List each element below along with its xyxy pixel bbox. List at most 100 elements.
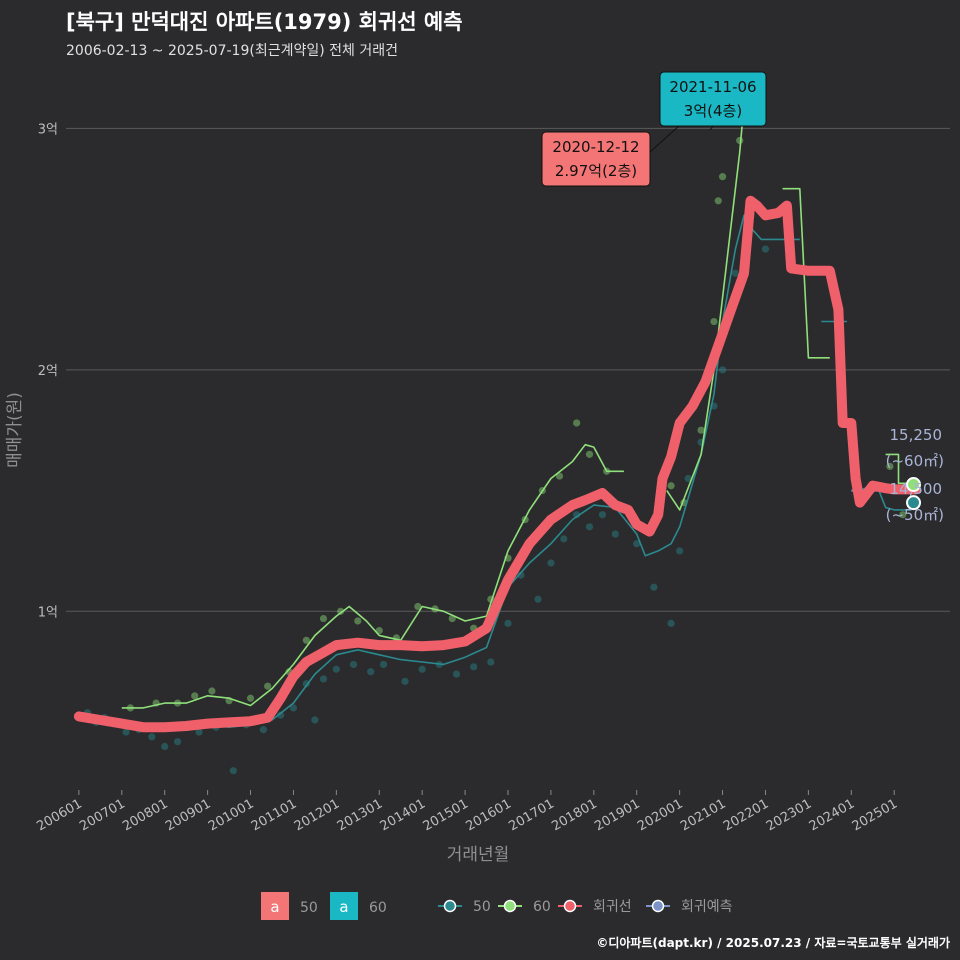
x-tick-label: 201301 — [335, 796, 385, 834]
scatter-point-50 — [401, 677, 409, 685]
scatter-point-50 — [452, 670, 461, 678]
legend-fill-label: 50 — [300, 900, 318, 916]
scatter-point-50 — [487, 658, 495, 666]
endpoint-area-label: (~60㎡) — [886, 452, 944, 470]
callout-box — [541, 131, 651, 187]
scatter-point-50 — [573, 511, 581, 519]
scatter-point-60 — [246, 694, 255, 702]
scatter-point-50 — [504, 619, 512, 627]
scatter-point-50 — [418, 665, 426, 673]
regression-line — [73, 195, 921, 733]
legend-line-key-marker — [563, 899, 577, 913]
x-tick-label: 202401 — [807, 796, 857, 834]
legend-line-label: 50 — [473, 899, 491, 915]
scatter-point-60 — [736, 136, 744, 145]
scatter-point-60 — [302, 636, 310, 644]
scatter-point-50 — [349, 660, 358, 669]
scatter-point-60 — [585, 450, 594, 458]
x-tick-label: 200701 — [77, 796, 127, 834]
x-tick-label: 201601 — [464, 796, 514, 834]
scatter-point-50 — [761, 245, 770, 253]
scatter-point-50 — [276, 711, 285, 719]
scatter-point-50 — [259, 726, 267, 734]
scatter-point-50 — [633, 540, 641, 548]
x-tick-label: 202501 — [850, 796, 900, 834]
chart-subtitle: 2006-02-13 ~ 2025-07-19(최근계약일) 전체 거래건 — [66, 43, 398, 59]
callout-leader — [709, 125, 714, 131]
x-tick-label: 200801 — [120, 796, 170, 834]
scatter-point-60 — [354, 617, 362, 625]
legend-line-label: 회귀선 — [593, 899, 632, 915]
legend-fill-key-letter: a — [270, 898, 279, 916]
legend-fill-key — [261, 892, 289, 920]
y-axis-title: 매매가(원) — [5, 392, 25, 468]
scatter-point-60 — [208, 687, 216, 695]
legend-line-key-marker — [503, 899, 517, 913]
scatter-point-50 — [148, 733, 156, 741]
x-tick-label: 201001 — [206, 796, 256, 834]
endpoint-value-label: 15,250 — [890, 426, 943, 444]
x-axis-title: 거래년월 — [447, 845, 510, 865]
scatter-point-60 — [718, 173, 727, 181]
scatter-point-50 — [367, 668, 375, 676]
scatter-point-50 — [534, 595, 542, 603]
scatter-point-50 — [229, 767, 237, 775]
endpoint-marker-60 — [906, 477, 922, 493]
scatter-point-50 — [289, 704, 298, 712]
scatter-point-60 — [667, 482, 675, 490]
callout-leader — [649, 124, 681, 153]
callout-price: 3억(4층) — [684, 102, 742, 120]
scatter-point-50 — [547, 559, 555, 567]
chart-title: [북구] 만덕대진 아파트(1979) 회귀선 예측 — [66, 10, 463, 34]
scatter-point-50 — [676, 547, 684, 555]
scatter-point-50 — [379, 660, 388, 669]
scatter-point-60 — [714, 197, 722, 205]
scatter-point-50 — [173, 738, 182, 746]
x-tick-label: 201801 — [549, 796, 599, 834]
x-tick-label: 202001 — [635, 796, 685, 834]
x-tick-label: 201901 — [592, 796, 642, 834]
scatter-point-60 — [555, 472, 564, 480]
scatter-point-50 — [667, 619, 675, 627]
scatter-point-50 — [517, 571, 525, 579]
endpoint-value-label: 14,500 — [890, 480, 943, 498]
series-line-50 — [83, 214, 800, 731]
endpoint-area-label: (~50㎡) — [886, 506, 944, 524]
scatter-point-60 — [414, 602, 422, 611]
legend-fill-key-letter: a — [339, 898, 348, 916]
scatter-point-60 — [697, 426, 705, 434]
scatter-point-50 — [611, 530, 619, 538]
scatter-point-50 — [332, 665, 340, 673]
scatter-point-60 — [710, 317, 718, 326]
x-tick-label: 201701 — [506, 796, 556, 834]
scatter-point-60 — [886, 462, 894, 471]
legend-line-label: 60 — [533, 899, 551, 915]
x-tick-label: 202301 — [764, 796, 814, 834]
x-tick-label: 201401 — [378, 796, 428, 834]
scatter-point-50 — [319, 675, 328, 683]
series-line-60 — [121, 443, 624, 709]
y-tick-label: 3억 — [38, 122, 58, 137]
scatter-point-60 — [337, 607, 345, 615]
x-tick-label: 201101 — [249, 796, 299, 834]
callout-date: 2021-11-06 — [669, 78, 756, 96]
legend-line-label: 회귀예측 — [681, 899, 733, 915]
legend-fill-label: 60 — [369, 900, 387, 916]
scatter-point-50 — [161, 742, 169, 751]
legend-line-key-marker — [651, 899, 665, 913]
scatter-point-50 — [470, 663, 478, 671]
x-tick-label: 201201 — [292, 796, 342, 834]
y-tick-label: 1억 — [38, 605, 58, 620]
endpoint-marker-50 — [906, 495, 922, 511]
x-tick-label: 200601 — [34, 796, 84, 834]
scatter-point-60 — [264, 682, 272, 690]
callout-date: 2020-12-12 — [552, 138, 639, 156]
callout-box — [659, 71, 767, 127]
scatter-point-50 — [684, 474, 692, 483]
x-tick-label: 202101 — [678, 796, 728, 834]
scatter-point-50 — [585, 523, 594, 531]
legend-line-key-marker — [443, 899, 457, 913]
scatter-point-50 — [731, 269, 740, 277]
x-tick-label: 201501 — [421, 796, 471, 834]
